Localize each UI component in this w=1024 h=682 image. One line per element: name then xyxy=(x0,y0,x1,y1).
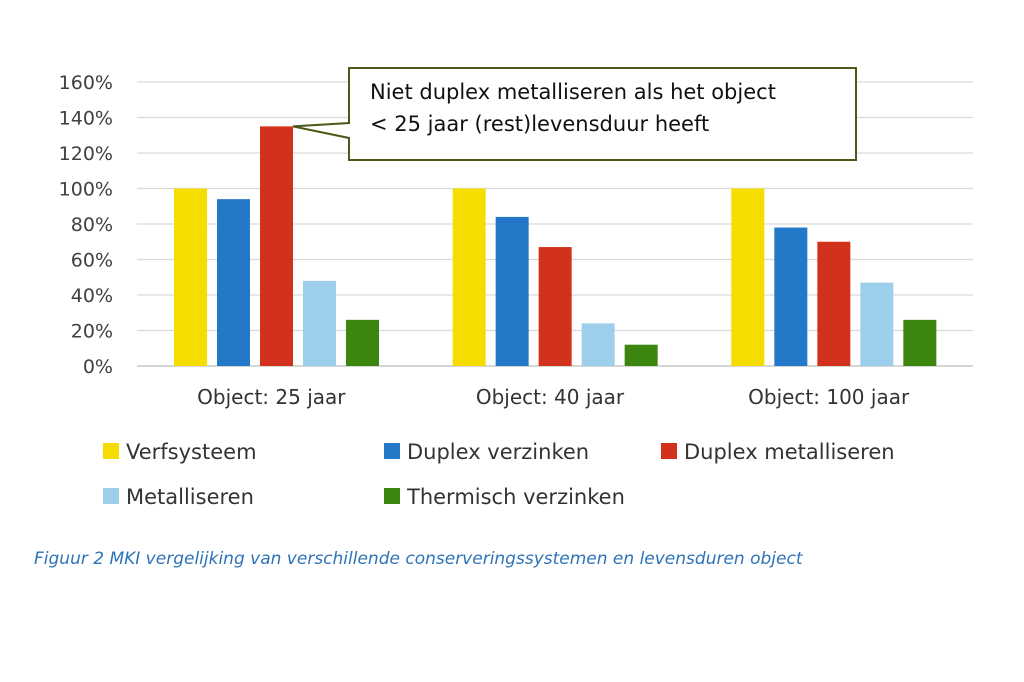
callout-box xyxy=(292,67,857,161)
legend-label: Duplex metalliseren xyxy=(684,440,895,464)
bar-chart: 0% 20% 40% 60% 80% 100% 120% 140% 160% Object: 2… xyxy=(59,67,973,509)
legend-label: Thermisch verzinken xyxy=(406,485,625,509)
bar xyxy=(581,323,615,366)
bar xyxy=(731,188,765,366)
legend-label: Metalliseren xyxy=(126,485,254,509)
bar xyxy=(774,227,808,366)
bar xyxy=(303,280,336,366)
x-category-label: Object: 40 jaar xyxy=(476,385,625,409)
y-tick-label: 20% xyxy=(71,321,113,343)
y-axis-ticks: 0% 20% 40% 60% 80% 100% 120% 140% 160% xyxy=(59,72,113,378)
x-category-label: Object: 25 jaar xyxy=(197,385,346,409)
bar xyxy=(260,126,293,366)
y-tick-label: 40% xyxy=(71,285,113,307)
bar xyxy=(817,241,851,366)
legend-swatch xyxy=(661,443,677,459)
bar xyxy=(495,216,529,366)
y-tick-label: 0% xyxy=(83,356,113,378)
legend: Verfsysteem Duplex verzinken Duplex metall… xyxy=(103,440,895,509)
legend-swatch xyxy=(384,443,400,459)
callout-text-line: Niet duplex metalliseren als het object xyxy=(370,80,776,104)
bar xyxy=(624,344,658,366)
bar xyxy=(346,319,379,366)
bar xyxy=(860,282,894,366)
callout-text-line: < 25 jaar (rest)levensduur heeft xyxy=(370,112,709,136)
bar xyxy=(538,247,572,366)
bars xyxy=(174,126,937,366)
y-tick-label: 140% xyxy=(59,108,113,130)
y-tick-label: 80% xyxy=(71,214,113,236)
bar xyxy=(174,188,207,366)
legend-swatch xyxy=(103,443,119,459)
legend-swatch xyxy=(384,488,400,504)
y-tick-label: 60% xyxy=(71,250,113,272)
figure-caption: Figuur 2 MKI vergelijking van verschille… xyxy=(34,549,803,569)
callout-annotation: Niet duplex metalliseren als het object <… xyxy=(292,67,857,161)
y-tick-label: 120% xyxy=(59,143,113,165)
bar xyxy=(452,188,486,366)
x-axis-categories: Object: 25 jaar Object: 40 jaar Object: 10… xyxy=(197,385,910,409)
legend-label: Verfsysteem xyxy=(126,440,257,464)
x-category-label: Object: 100 jaar xyxy=(748,385,910,409)
bar xyxy=(903,319,937,366)
y-tick-label: 160% xyxy=(59,72,113,94)
legend-swatch xyxy=(103,488,119,504)
y-tick-label: 100% xyxy=(59,179,113,201)
bar xyxy=(217,199,250,366)
legend-label: Duplex verzinken xyxy=(407,440,589,464)
